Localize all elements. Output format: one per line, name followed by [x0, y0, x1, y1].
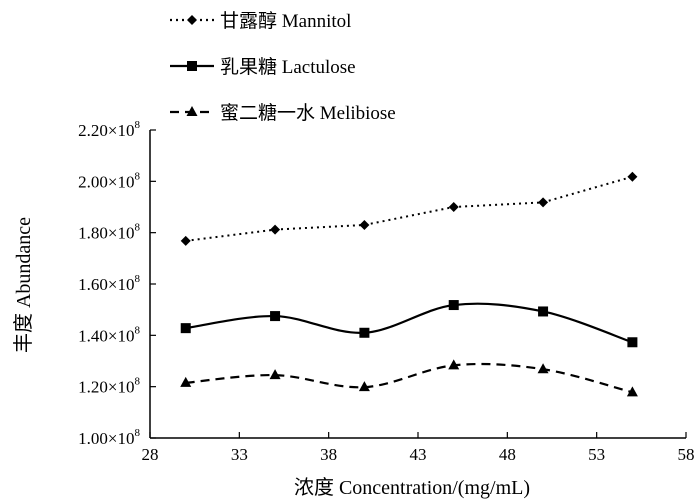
x-tick-label: 58 — [678, 445, 695, 464]
data-point-2 — [358, 381, 370, 392]
legend-marker-1 — [187, 61, 197, 71]
x-tick-label: 38 — [320, 445, 337, 464]
x-tick-label: 28 — [142, 445, 159, 464]
x-axis-label: 浓度 Concentration/(mg/mL) — [294, 476, 530, 499]
plot-area: 28 33 38 43 48 53 58 1.00×108 1.20×108 1.40×108 1.… — [78, 119, 694, 464]
y-tick-label: 1.20×108 — [78, 376, 140, 397]
legend-label-0: 甘露醇 Mannitol — [220, 10, 351, 32]
data-point-0 — [448, 202, 459, 212]
data-point-1 — [627, 337, 638, 348]
y-tick-label: 2.00×108 — [78, 170, 140, 191]
data-point-0 — [359, 219, 370, 230]
data-point-2 — [537, 363, 549, 374]
y-tick-label: 2.20×108 — [78, 119, 140, 140]
data-point-0 — [538, 197, 549, 208]
series-line-0 — [185, 175, 633, 242]
y-tick-label: 1.00×108 — [78, 427, 140, 448]
y-axis-label: 丰度 Abundance — [12, 217, 35, 353]
x-tick-label: 53 — [588, 445, 605, 464]
legend-marker-2 — [186, 106, 198, 116]
legend-marker-0 — [187, 15, 197, 25]
data-point-0 — [180, 235, 191, 246]
legend-label-2: 蜜二糖一水 Melibiose — [220, 102, 396, 124]
data-point-0 — [627, 171, 638, 182]
data-point-1 — [180, 323, 191, 334]
legend: 甘露醇 Mannitol 乳果糖 Lactulose 蜜二糖一水 Melibiose — [170, 10, 396, 124]
x-tick-label: 33 — [231, 445, 248, 464]
data-point-2 — [180, 376, 192, 387]
series-line-2 — [185, 362, 633, 394]
data-point-1 — [359, 327, 370, 338]
data-point-2 — [448, 359, 460, 370]
legend-label-1: 乳果糖 Lactulose — [220, 56, 356, 78]
data-point-0 — [270, 224, 281, 235]
series-line-1 — [185, 302, 633, 344]
y-tick-label: 1.60×108 — [78, 273, 140, 294]
data-point-1 — [448, 300, 459, 311]
data-point-2 — [269, 369, 281, 380]
data-point-2 — [626, 386, 638, 397]
data-point-1 — [270, 311, 281, 322]
x-tick-label: 43 — [410, 445, 427, 464]
y-tick-label: 1.80×108 — [78, 222, 140, 243]
x-tick-label: 48 — [499, 445, 516, 464]
y-tick-label: 1.40×108 — [78, 324, 140, 345]
data-point-1 — [538, 306, 549, 317]
